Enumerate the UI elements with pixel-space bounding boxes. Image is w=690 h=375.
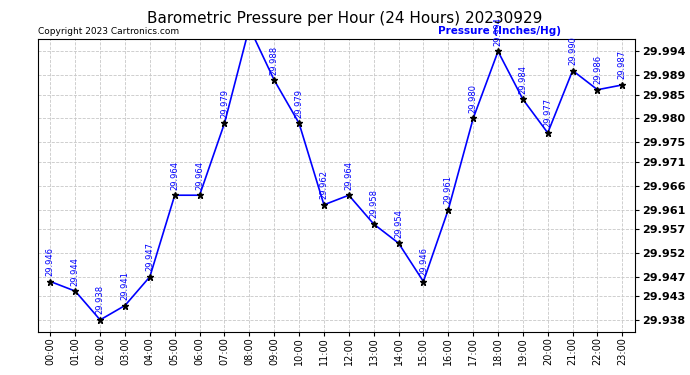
Text: 29.986: 29.986 [593,55,602,84]
Text: 29.980: 29.980 [469,84,477,113]
Text: 29.964: 29.964 [195,160,204,190]
Text: Copyright 2023 Cartronics.com: Copyright 2023 Cartronics.com [38,27,179,36]
Text: 29.964: 29.964 [344,160,353,190]
Text: 29.984: 29.984 [518,65,527,94]
Text: 29.979: 29.979 [295,89,304,118]
Text: 29.994: 29.994 [493,17,502,46]
Text: 29.938: 29.938 [96,285,105,314]
Text: Barometric Pressure per Hour (24 Hours) 20230929: Barometric Pressure per Hour (24 Hours) … [147,11,543,26]
Text: 29.946: 29.946 [46,247,55,276]
Text: 29.958: 29.958 [369,189,378,218]
Text: 29.979: 29.979 [220,89,229,118]
Text: 29.999: 29.999 [0,374,1,375]
Text: 29.987: 29.987 [618,50,627,80]
Text: 29.944: 29.944 [71,256,80,285]
Text: 29.990: 29.990 [568,36,577,65]
Text: Pressure (Inches/Hg): Pressure (Inches/Hg) [438,27,561,36]
Text: 29.954: 29.954 [394,209,403,238]
Text: 29.961: 29.961 [444,175,453,204]
Text: 29.962: 29.962 [319,170,328,199]
Text: 29.946: 29.946 [419,247,428,276]
Text: 29.977: 29.977 [543,98,552,128]
Text: 29.941: 29.941 [121,271,130,300]
Text: 29.964: 29.964 [170,160,179,190]
Text: 29.947: 29.947 [146,242,155,271]
Text: 29.988: 29.988 [270,45,279,75]
